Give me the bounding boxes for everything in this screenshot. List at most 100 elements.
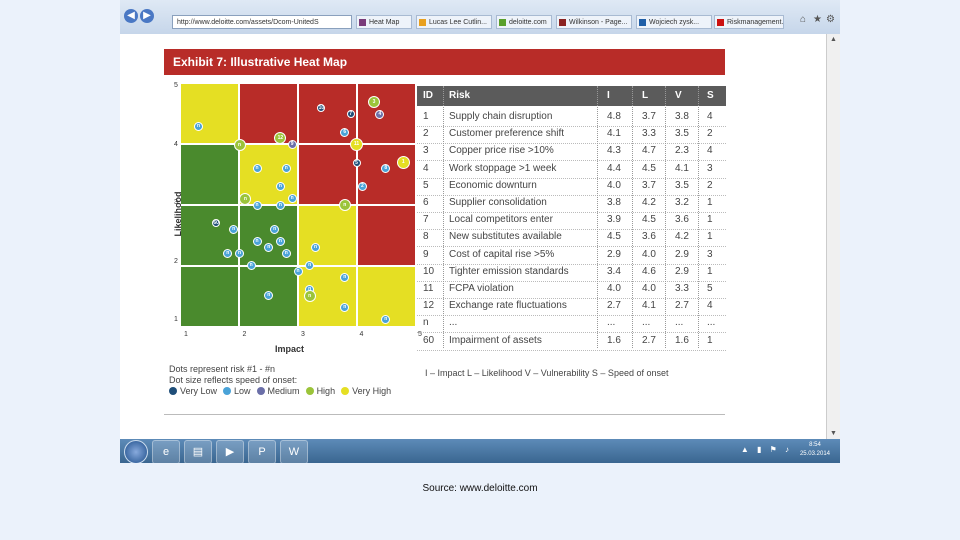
ie-app-icon[interactable]: e bbox=[152, 440, 180, 463]
heat-cell bbox=[181, 267, 238, 326]
word-app-icon[interactable]: W bbox=[280, 440, 308, 463]
table-cell: 3 bbox=[707, 162, 713, 174]
table-cell: 3.6 bbox=[642, 231, 656, 243]
table-divider bbox=[443, 86, 444, 348]
legend-item: Medium bbox=[256, 386, 300, 396]
back-button[interactable]: ◀ bbox=[124, 9, 138, 23]
home-icon[interactable]: ⌂ bbox=[800, 14, 807, 25]
tab-label: Heat Map bbox=[369, 19, 400, 26]
table-cell: 5 bbox=[423, 179, 429, 191]
page-content: Exhibit 7: Illustrative Heat Map Likelih… bbox=[120, 34, 826, 439]
risk-dot: n bbox=[287, 194, 297, 204]
table-cell: 9 bbox=[423, 248, 429, 260]
table-cell: 4.1 bbox=[642, 300, 656, 312]
legend-item: Very Low bbox=[169, 386, 217, 396]
vertical-scrollbar[interactable]: ▲ ▼ bbox=[826, 34, 840, 439]
legend-label: High bbox=[316, 386, 336, 396]
table-cell: 4 bbox=[423, 162, 429, 174]
legend-line-2: Dot size reflects speed of onset: bbox=[169, 375, 298, 385]
media-player-app-icon[interactable]: ▶ bbox=[216, 440, 244, 463]
table-cell: 4.5 bbox=[642, 214, 656, 226]
risk-dot: 9 bbox=[287, 140, 297, 149]
risk-dot: 5 bbox=[352, 158, 361, 167]
risk-dot: n bbox=[281, 248, 291, 258]
tab-label: Wojciech zysk... bbox=[649, 19, 700, 26]
heat-cell bbox=[181, 145, 238, 204]
table-row: 7 Local competitors enter 3.9 4.5 3.6 1 bbox=[417, 212, 726, 231]
table-cell: Supply chain disruption bbox=[449, 111, 553, 122]
risk-dot: 8 bbox=[381, 164, 391, 174]
table-cell: 3.5 bbox=[675, 128, 689, 140]
heat-cell bbox=[299, 145, 356, 204]
table-cell: 5 bbox=[707, 283, 713, 294]
table-header-cell: I bbox=[607, 90, 610, 101]
table-cell: 3.5 bbox=[675, 179, 689, 191]
risk-dot: 60 bbox=[212, 219, 221, 228]
browser-tab[interactable]: Riskmanagement... bbox=[714, 15, 784, 29]
risk-dot: n bbox=[305, 261, 315, 270]
heat-cell bbox=[299, 206, 356, 265]
x-tick-label: 2 bbox=[242, 331, 247, 338]
powerpoint-app-icon[interactable]: P bbox=[248, 440, 276, 463]
browser-tab[interactable]: Wojciech zysk... bbox=[636, 15, 712, 29]
table-row: 8 New substitutes available 4.5 3.6 4.2 1 bbox=[417, 229, 726, 248]
legend-dot-icon bbox=[341, 387, 350, 395]
table-cell: 2.7 bbox=[607, 300, 621, 312]
risk-dot: n bbox=[246, 261, 256, 270]
table-cell: 3.7 bbox=[642, 179, 656, 191]
table-cell: Supplier consolidation bbox=[449, 197, 547, 208]
browser-tab[interactable]: deloitte.com bbox=[496, 15, 552, 29]
taskbar: e ▤ ▶ P W ▲ ▮ ⚑ ♪ 8:54 25.03.2014 bbox=[120, 439, 840, 463]
table-cell: 4 bbox=[707, 111, 713, 122]
table-cell: ... bbox=[449, 317, 458, 329]
table-cell: 4.5 bbox=[607, 231, 621, 243]
table-cell: 1.6 bbox=[675, 334, 689, 346]
scroll-down-icon[interactable]: ▼ bbox=[830, 430, 837, 437]
risk-dot: 11 bbox=[350, 138, 363, 151]
table-cell: ... bbox=[707, 317, 716, 329]
table-divider bbox=[632, 86, 633, 348]
favorites-star-icon[interactable]: ★ bbox=[813, 14, 822, 25]
gear-icon[interactable]: ⚙ bbox=[826, 14, 835, 25]
clock-date: 25.03.2014 bbox=[799, 451, 830, 457]
table-cell: 4.0 bbox=[642, 248, 656, 260]
y-tick-label: 1 bbox=[174, 316, 178, 323]
folder-app-icon[interactable]: ▤ bbox=[184, 440, 212, 463]
tab-label: Wilkinson - Page... bbox=[569, 19, 628, 26]
y-tick-label: 3 bbox=[174, 199, 178, 206]
risk-dot: n bbox=[223, 248, 233, 258]
table-cell: Economic downturn bbox=[449, 179, 537, 191]
risk-dot: n bbox=[340, 273, 350, 283]
risk-dot: n bbox=[252, 200, 262, 210]
legend-dot-icon bbox=[169, 387, 177, 395]
table-row: 1 Supply chain disruption 4.8 3.7 3.8 4 bbox=[417, 109, 726, 127]
table-cell: Work stoppage >1 week bbox=[449, 162, 557, 174]
tab-favicon-icon bbox=[559, 19, 566, 26]
table-cell: 3 bbox=[707, 248, 713, 260]
scroll-up-icon[interactable]: ▲ bbox=[830, 36, 837, 43]
browser-tab[interactable]: Lucas Lee Cutlin... bbox=[416, 15, 492, 29]
tab-favicon-icon bbox=[717, 19, 724, 26]
browser-tab[interactable]: Heat Map bbox=[356, 15, 412, 29]
x-axis-label: Impact bbox=[275, 344, 305, 354]
table-cell: 1 bbox=[707, 197, 713, 208]
risk-dot: n bbox=[194, 121, 204, 131]
legend-items: Very Low Low Medium High Very High bbox=[169, 386, 397, 396]
risk-dot: n bbox=[311, 242, 321, 252]
start-button[interactable] bbox=[124, 440, 148, 463]
address-bar[interactable]: http://www.deloitte.com/assets/Dcom-Unit… bbox=[172, 15, 352, 29]
system-tray[interactable]: ▲ ▮ ⚑ ♪ bbox=[740, 445, 792, 454]
tab-favicon-icon bbox=[639, 19, 646, 26]
table-cell: 3.7 bbox=[642, 111, 656, 122]
table-cell: 4.0 bbox=[607, 283, 621, 294]
table-cell: 3.6 bbox=[675, 214, 689, 226]
tab-label: deloitte.com bbox=[509, 19, 547, 26]
table-cell: 4.6 bbox=[642, 265, 656, 277]
legend-item: Very High bbox=[341, 386, 391, 396]
table-row: 12 Exchange rate fluctuations 2.7 4.1 2.7 4 bbox=[417, 298, 726, 317]
table-cell: 2 bbox=[423, 128, 429, 140]
browser-tab[interactable]: Wilkinson - Page... bbox=[556, 15, 632, 29]
exhibit-title: Exhibit 7: Illustrative Heat Map bbox=[173, 55, 348, 69]
clock[interactable]: 8:54 25.03.2014 bbox=[800, 441, 830, 459]
forward-button[interactable]: ▶ bbox=[140, 9, 154, 23]
